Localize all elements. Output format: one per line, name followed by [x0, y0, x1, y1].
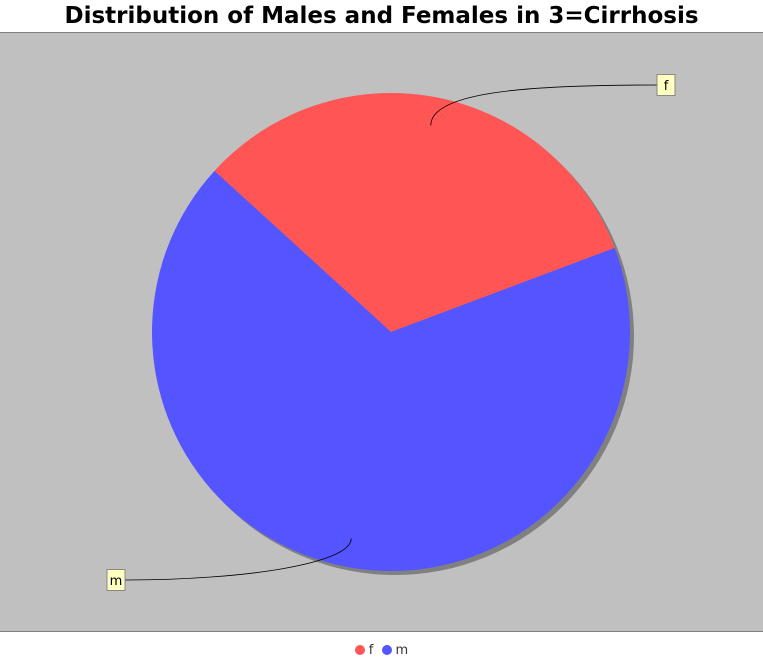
pie-slice-m	[151, 170, 631, 571]
legend-item-f: f	[354, 643, 374, 658]
legend-label-m: m	[395, 643, 409, 658]
legend-swatch-m	[381, 645, 392, 655]
label-leader-m	[124, 538, 352, 581]
slice-label-f: f	[664, 79, 669, 94]
chart-title: Distribution of Males and Females in 3=C…	[64, 3, 699, 29]
legend-swatch-f	[354, 645, 365, 655]
pie-slice-f	[214, 93, 615, 332]
label-leader-f	[430, 84, 658, 126]
legend-item-m: m	[381, 643, 409, 658]
label-box-f	[656, 74, 676, 96]
label-box-m	[106, 569, 126, 591]
legend: f m	[0, 643, 763, 663]
slice-label-m: m	[110, 574, 123, 589]
legend-label-f: f	[368, 643, 374, 658]
